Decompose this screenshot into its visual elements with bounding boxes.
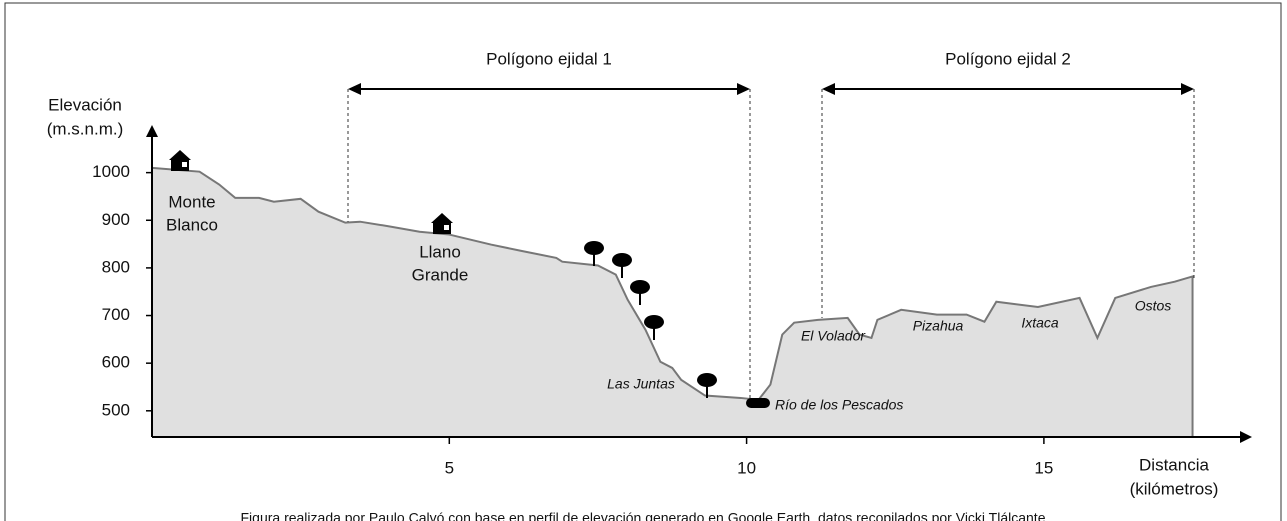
tree-icon	[630, 280, 650, 294]
y-tick-label: 500	[102, 400, 130, 419]
bracket-arrow	[737, 83, 750, 95]
y-tick-label: 600	[102, 353, 130, 372]
y-tick-label: 900	[102, 210, 130, 229]
x-axis-label: (kilómetros)	[1130, 479, 1219, 498]
y-tick-label: 800	[102, 257, 130, 276]
place-label: Ostos	[1135, 298, 1172, 314]
y-axis-arrow	[146, 125, 158, 137]
bracket-arrow	[348, 83, 361, 95]
area	[152, 167, 1193, 437]
y-tick-label: 700	[102, 305, 130, 324]
x-axis-arrow	[1240, 431, 1252, 443]
place-label: Monte	[168, 192, 215, 211]
house-icon	[182, 162, 187, 167]
x-axis-label: Distancia	[1139, 455, 1209, 474]
river-icon	[746, 398, 770, 408]
profile-line	[151, 166, 1194, 437]
place-label: Ixtaca	[1021, 315, 1059, 331]
tree-icon	[612, 253, 632, 267]
place-label: Grande	[412, 265, 469, 284]
tree-icon	[584, 241, 604, 255]
y-axis-label: (m.s.n.m.)	[47, 119, 124, 138]
house-icon	[444, 225, 449, 230]
y-tick-label: 1000	[92, 162, 130, 181]
place-label: El Volador	[801, 328, 866, 344]
caption: Figura realizada por Paulo Calvó con bas…	[241, 510, 1046, 521]
house-icon	[171, 160, 189, 171]
tree-icon	[697, 373, 717, 387]
place-label: Llano	[419, 242, 461, 261]
house-icon	[169, 150, 191, 160]
x-tick-label: 10	[737, 458, 756, 477]
frame	[4, 2, 1282, 521]
span-label: Polígono ejidal 1	[486, 49, 612, 68]
y-axis-label: Elevación	[48, 95, 122, 114]
house-icon	[431, 213, 453, 223]
bracket-arrow	[1181, 83, 1194, 95]
place-label: Blanco	[166, 215, 218, 234]
place-label: Río de los Pescados	[775, 397, 903, 413]
place-label: Las Juntas	[607, 376, 675, 392]
bracket-arrow	[822, 83, 835, 95]
x-tick-label: 15	[1034, 458, 1053, 477]
x-tick-label: 5	[445, 458, 454, 477]
house-icon	[433, 223, 451, 234]
place-label: Pizahua	[913, 318, 964, 334]
span-label: Polígono ejidal 2	[945, 49, 1071, 68]
tree-icon	[644, 315, 664, 329]
